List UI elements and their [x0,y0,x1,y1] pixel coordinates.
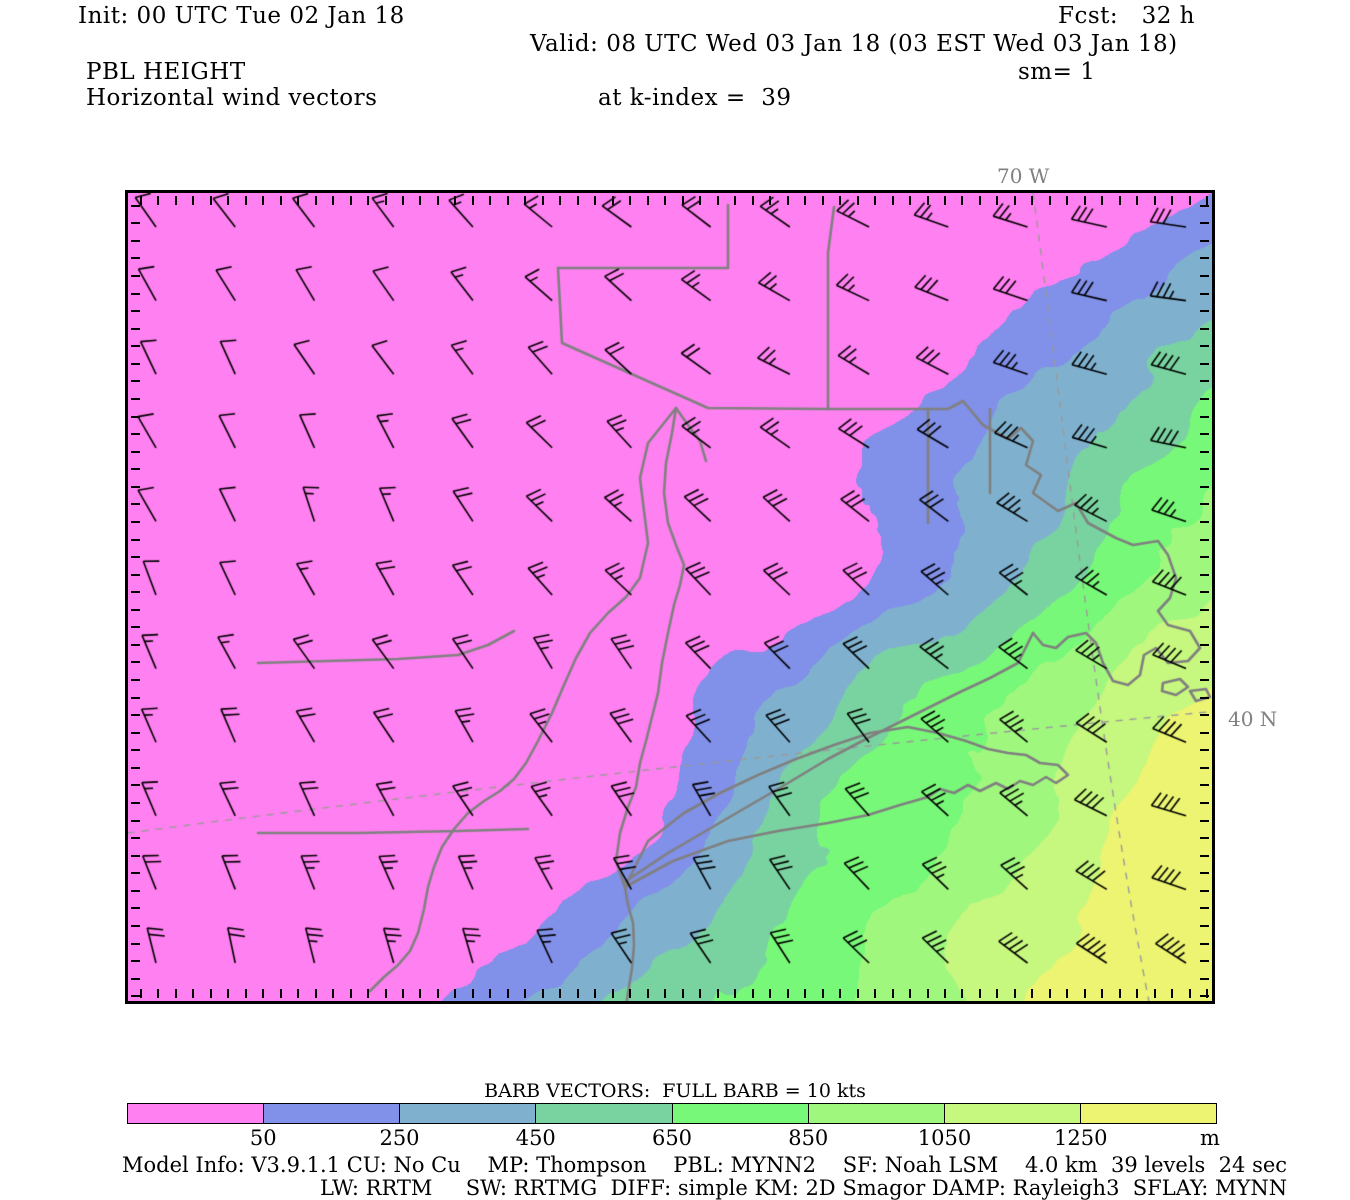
overlay-title-label: Horizontal wind vectors [86,85,378,111]
colorbar-band-0 [128,1104,265,1123]
colorbar-tick-50: 50 [249,1126,277,1150]
longitude-70w-label: 70 W [997,164,1050,188]
colorbar-tick-450: 450 [515,1126,556,1150]
colorbar-tick-250: 250 [379,1126,420,1150]
barb-vector-caption: BARB VECTORS: FULL BARB = 10 kts [484,1080,866,1102]
init-time-label: Init: 00 UTC Tue 02 Jan 18 [78,3,405,29]
map-panel [125,190,1215,1004]
valid-time-label: Valid: 08 UTC Wed 03 Jan 18 (03 EST Wed … [530,31,1178,57]
map-frame [125,190,1215,1004]
colorbar-band-3 [536,1104,673,1123]
colorbar-band-7 [1080,1104,1216,1123]
model-info-line-1: Model Info: V3.9.1.1 CU: No Cu MP: Thomp… [122,1153,1288,1177]
field-title-label: PBL HEIGHT [86,59,246,85]
colorbar-band-4 [672,1104,809,1123]
colorbar-band-5 [808,1104,945,1123]
k-index-label: at k-index = 39 [598,85,792,111]
model-info-line-2: LW: RRTM SW: RRTMG DIFF: simple KM: 2D S… [320,1176,1288,1200]
forecast-hour-label: Fcst: 32 h [1058,3,1195,29]
pbl-height-colorbar [127,1103,1217,1124]
colorbar-band-6 [944,1104,1081,1123]
colorbar-tick-1050: 1050 [917,1126,972,1150]
smoothing-label: sm= 1 [1018,59,1096,85]
colorbar-tick-650: 650 [651,1126,693,1150]
colorbar-band-2 [400,1104,537,1123]
colorbar-tick-850: 850 [788,1126,829,1150]
pbl-height-field-canvas [128,193,1212,1001]
colorbar-tick-1250: 1250 [1054,1126,1108,1150]
colorbar-band-1 [264,1104,401,1123]
latitude-40n-label: 40 N [1228,707,1278,731]
colorbar-unit-label: m [1200,1126,1220,1150]
colorbar-tick-labels: 50 250 450 650 850 1050 1250 [127,1126,1217,1150]
